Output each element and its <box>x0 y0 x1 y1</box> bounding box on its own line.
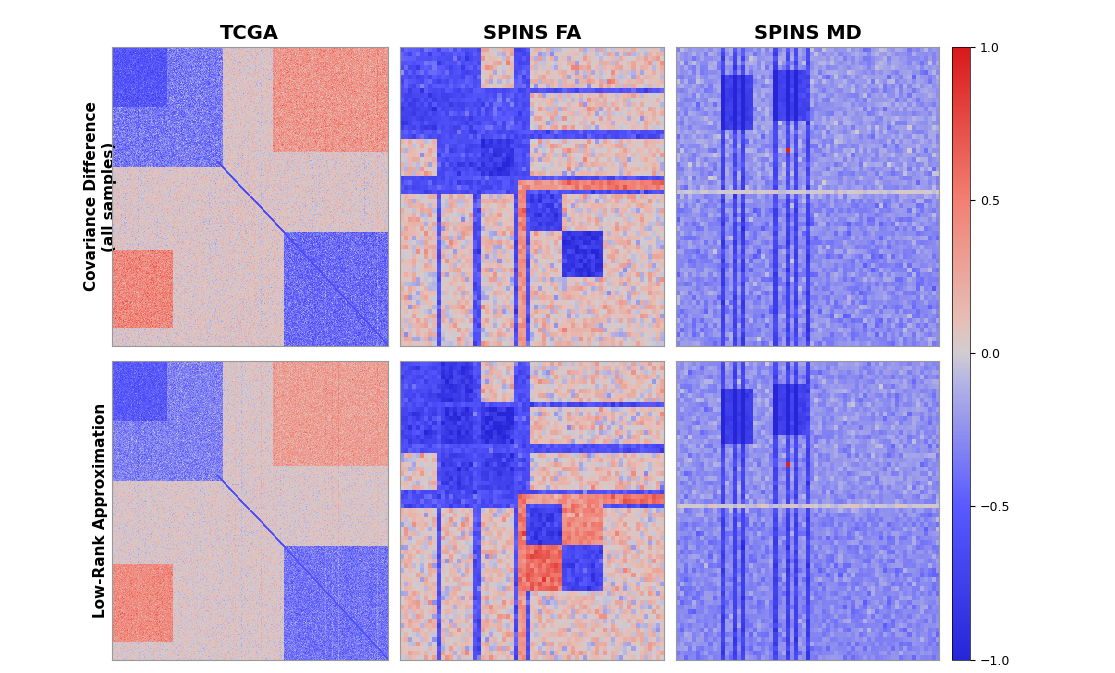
Title: SPINS MD: SPINS MD <box>754 24 862 43</box>
Y-axis label: Low-Rank Approximation: Low-Rank Approximation <box>93 402 108 618</box>
Title: TCGA: TCGA <box>221 24 279 43</box>
Title: SPINS FA: SPINS FA <box>483 24 581 43</box>
Y-axis label: Covariance Difference
(all samples): Covariance Difference (all samples) <box>85 102 117 291</box>
